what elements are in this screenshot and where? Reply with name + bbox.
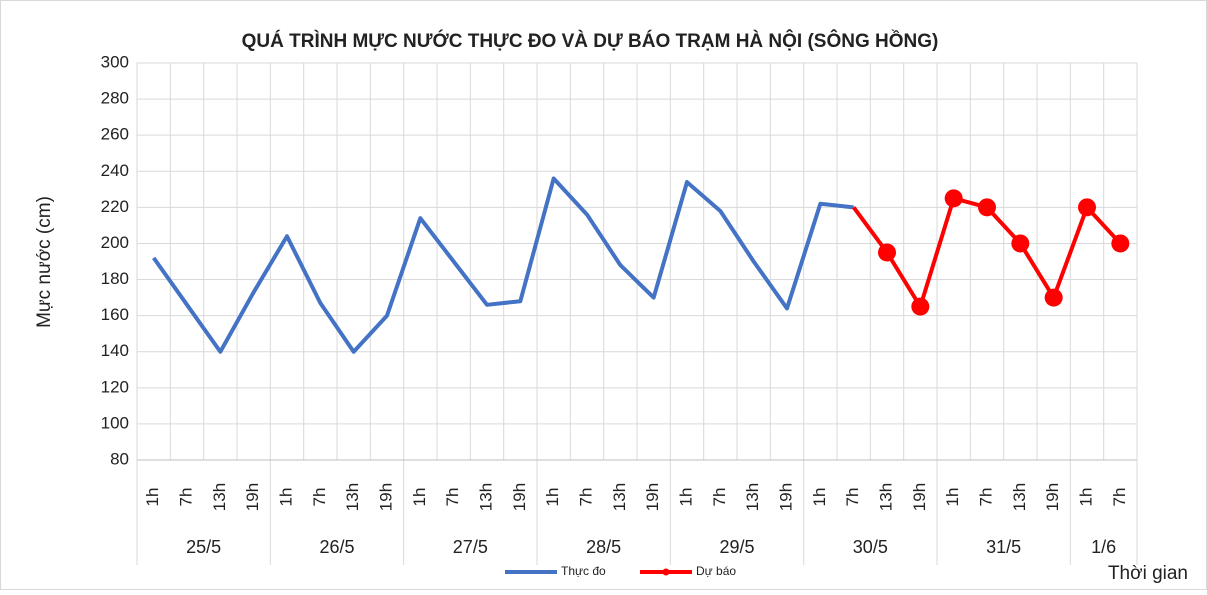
x-tick-label: 19h bbox=[1043, 483, 1062, 511]
x-tick-label: 7h bbox=[976, 488, 995, 507]
x-tick-label: 13h bbox=[876, 483, 895, 511]
y-tick-label: 80 bbox=[110, 449, 129, 468]
x-tick-label: 1h bbox=[676, 488, 695, 507]
x-tick-label: 19h bbox=[510, 483, 529, 511]
x-tick-label: 1h bbox=[1076, 488, 1095, 507]
x-tick-label: 13h bbox=[1010, 483, 1029, 511]
y-tick-label: 280 bbox=[101, 89, 129, 108]
legend-marker bbox=[662, 568, 670, 576]
x-tick-label: 7h bbox=[710, 488, 729, 507]
x-group-label: 31/5 bbox=[986, 537, 1021, 557]
y-tick-label: 160 bbox=[101, 305, 129, 324]
y-tick-label: 240 bbox=[101, 161, 129, 180]
series-marker bbox=[1011, 234, 1030, 253]
y-tick-label: 180 bbox=[101, 269, 129, 288]
x-tick-label: 1h bbox=[543, 488, 562, 507]
series-marker bbox=[944, 189, 963, 208]
x-tick-label: 19h bbox=[776, 483, 795, 511]
x-tick-label: 1h bbox=[943, 488, 962, 507]
x-tick-label: 19h bbox=[243, 483, 262, 511]
x-tick-label: 7h bbox=[176, 488, 195, 507]
series-line bbox=[152, 176, 854, 354]
series-marker bbox=[878, 243, 896, 262]
legend-label: Dự báo bbox=[696, 564, 736, 578]
series-marker bbox=[978, 198, 996, 217]
series-marker bbox=[911, 297, 930, 316]
y-tick-label: 220 bbox=[101, 197, 129, 216]
x-tick-label: 13h bbox=[610, 483, 629, 511]
x-tick-label: 1h bbox=[143, 488, 162, 507]
y-tick-label: 140 bbox=[101, 341, 129, 360]
y-tick-label: 200 bbox=[101, 233, 129, 252]
x-tick-label: 1h bbox=[276, 488, 295, 507]
y-tick-label: 300 bbox=[101, 52, 129, 71]
x-group-label: 27/5 bbox=[453, 537, 488, 557]
x-group-label: 1/6 bbox=[1091, 537, 1116, 557]
x-tick-label: 13h bbox=[343, 483, 362, 511]
x-group-label: 29/5 bbox=[719, 537, 754, 557]
x-group-label: 30/5 bbox=[853, 537, 888, 557]
x-tick-label: 7h bbox=[443, 488, 462, 507]
x-tick-label: 7h bbox=[1110, 488, 1129, 507]
x-tick-label: 1h bbox=[410, 488, 429, 507]
x-tick-label: 13h bbox=[210, 483, 229, 511]
y-tick-label: 120 bbox=[101, 377, 129, 396]
x-tick-label: 7h bbox=[310, 488, 329, 507]
x-tick-label: 13h bbox=[476, 483, 495, 511]
y-axis-label: Mực nước (cm) bbox=[34, 196, 55, 328]
x-group-label: 28/5 bbox=[586, 537, 621, 557]
series-marker bbox=[1111, 234, 1130, 253]
x-tick-label: 19h bbox=[376, 483, 395, 511]
series-marker bbox=[1044, 288, 1063, 307]
x-group-label: 25/5 bbox=[186, 537, 221, 557]
y-tick-label: 260 bbox=[101, 125, 129, 144]
x-tick-label: 19h bbox=[643, 483, 662, 511]
legend-label: Thực đo bbox=[561, 564, 606, 578]
chart-title: QUÁ TRÌNH MỰC NƯỚC THỰC ĐO VÀ DỰ BÁO TRẠ… bbox=[242, 30, 939, 52]
y-tick-label: 100 bbox=[101, 413, 129, 432]
x-tick-label: 19h bbox=[910, 483, 929, 511]
series-marker bbox=[1078, 198, 1096, 217]
x-tick-label: 13h bbox=[743, 483, 762, 511]
x-tick-label: 7h bbox=[843, 488, 862, 507]
x-group-label: 26/5 bbox=[319, 537, 354, 557]
x-tick-label: 7h bbox=[576, 488, 595, 507]
x-tick-label: 1h bbox=[810, 488, 829, 507]
x-axis-label: Thời gian bbox=[1108, 563, 1188, 584]
